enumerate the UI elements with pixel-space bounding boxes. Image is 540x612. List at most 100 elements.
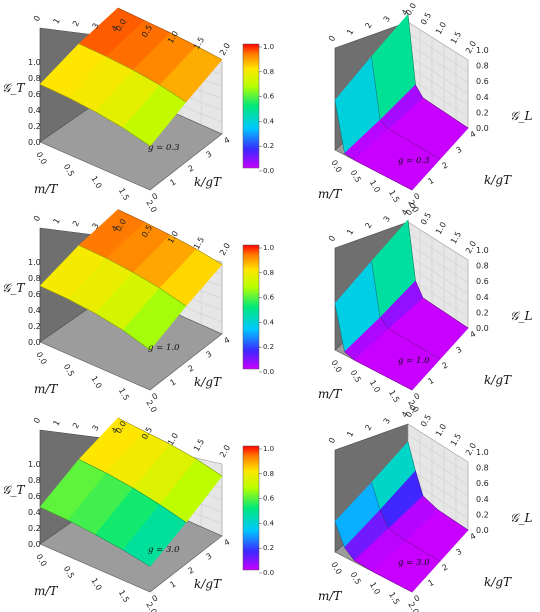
top-tick-label: 1.5 [449,432,463,448]
z-tick-label: 0.6 [476,77,489,86]
back-tick-label: 0 [32,14,42,23]
colorbar-tick-label: 1.0 [263,244,274,252]
top-tick-label: 1.0 [166,431,180,447]
y-axis-label: k/gT [194,175,222,189]
y-tick-label: 1 [427,376,436,386]
y-tick-label: 4 [469,129,478,139]
y-tick-label: 0 [413,593,422,603]
y-axis-label: k/gT [484,373,512,387]
colorbar-tick-label: 0.4 [263,519,275,527]
back-tick-label: 3 [382,417,392,426]
surface-panel: 0.00.20.40.60.81.00.00.51.01.52.0012340.… [318,403,533,612]
coupling-annotation: g = 1.0 [148,343,180,353]
wall-gridline [407,265,469,306]
x-tick-label: 0.0 [329,159,343,175]
surface-panel: 0.00.20.40.60.81.00.00.51.01.52.0012340.… [2,7,232,214]
x-tick-label: 1.0 [368,179,382,195]
wall-gridline [407,434,469,474]
colorbar-tick-label: 0.8 [263,269,274,277]
coupling-annotation: g = 3.0 [398,558,430,568]
colorbar-tick-label: 0.8 [263,68,274,76]
back-tick-label: 0 [327,234,337,243]
contour-line [407,441,469,531]
x-tick-label: 0.0 [34,151,48,167]
colorbar-tick-label: 0.4 [263,117,275,125]
wall-gridline [407,456,469,497]
x-tick-label: 1.0 [89,375,103,391]
y-tick-label: 0 [413,391,422,401]
wall-gridline [407,243,469,283]
z-tick-label: 0.0 [476,124,489,133]
back-tick-label: 4 [400,8,410,17]
surface-panel: 0.00.20.40.60.81.00.00.51.01.52.0012340.… [318,201,533,414]
z-axis-label: 𝒢_T [2,81,26,95]
y-tick-label: 4 [469,531,478,541]
z-tick-label: 0.2 [28,322,41,331]
x-tick-label: 1.5 [117,387,131,403]
x-tick-label: 0.5 [349,369,363,385]
y-tick-label: 0 [151,391,160,401]
back-tick-label: 3 [382,215,392,224]
contour-line [334,521,413,593]
colorbar-tick-label: 0.6 [263,495,275,503]
y-tick-label: 3 [455,345,464,355]
x-tick-label: 1.5 [117,187,131,203]
x-axis-label: m/T [318,187,342,201]
surface-panel: 0.00.20.40.60.81.00.00.51.01.52.0012340.… [2,209,232,414]
x-tick-label: 0.0 [34,351,48,367]
z-tick-label: 0.4 [28,106,41,115]
z-tick-label: 0.6 [476,277,489,286]
colorbar-tick-label: 0.2 [263,142,274,150]
contour-line [371,56,441,160]
z-tick-label: 0.0 [476,526,489,535]
z-tick-label: 0.0 [28,138,41,147]
y-tick-label: 1 [169,579,178,589]
back-tick-label: 4 [400,208,410,217]
z-tick-label: 0.8 [28,476,41,485]
coupling-annotation: g = 3.0 [148,545,180,555]
z-tick-label: 0.6 [28,290,41,299]
contour-line [371,482,441,562]
top-tick-label: 1.5 [192,437,206,453]
top-tick-label: 2.0 [218,443,232,459]
coupling-annotation: g = 1.0 [398,356,430,366]
x-axis-label: m/T [318,387,342,401]
y-tick-label: 1 [427,578,436,588]
contour-line [407,219,469,329]
contour-line [39,285,151,351]
z-tick-label: 1.0 [28,258,41,267]
wall-gridline [407,43,469,83]
back-tick-label: 1 [51,17,61,26]
top-tick-label: 2.0 [218,241,232,257]
x-tick-label: 1.0 [89,577,103,593]
wall-gridline [407,232,469,272]
y-tick-label: 0 [151,593,160,603]
z-tick-label: 1.0 [476,246,489,255]
contour-line [117,7,223,60]
z-tick-label: 1.0 [28,58,41,67]
z-tick-label: 0.2 [476,308,489,317]
back-tick-label: 0 [327,436,337,445]
back-tick-label: 1 [345,28,355,37]
back-tick-label: 1 [51,419,61,428]
y-tick-label: 4 [223,537,232,547]
z-axis-label: 𝒢_T [2,281,26,295]
colorbar-tick-label: 1.0 [263,445,274,453]
colorbar-tick-label: 0.6 [263,294,275,302]
back-tick-label: 1 [51,217,61,226]
top-tick-label: 1.5 [192,235,206,251]
x-tick-label: 1.0 [368,581,382,597]
contour-line [371,261,441,360]
z-tick-label: 0.4 [476,293,489,302]
z-tick-label: 1.0 [476,448,489,457]
contour-line [407,14,469,129]
back-tick-label: 3 [382,15,392,24]
z-tick-label: 0.4 [28,306,41,315]
x-tick-label: 0.5 [349,571,363,587]
y-axis-label: k/gT [484,173,512,187]
top-tick-label: 0.5 [419,211,433,227]
y-tick-label: 0 [151,191,160,201]
x-axis-label: m/T [34,584,58,598]
contour-line [78,245,187,307]
colorbar: 1.0 0.8 0.6 0.4 0.2 0.0 [242,244,275,376]
